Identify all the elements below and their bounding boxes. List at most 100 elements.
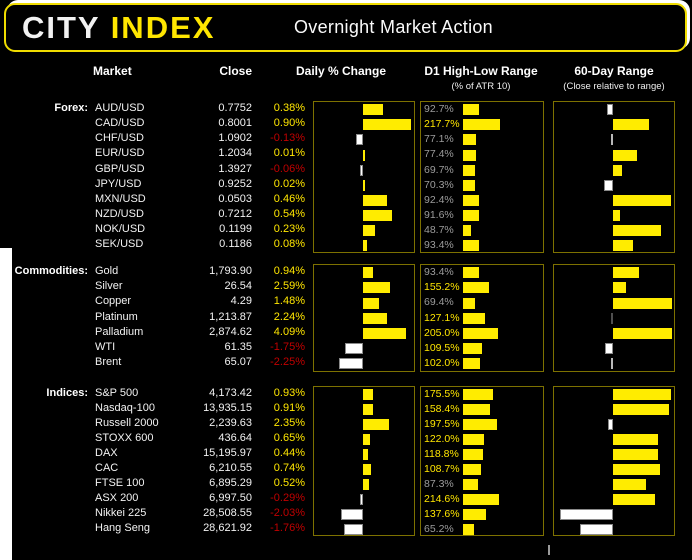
- daily-change-bar: [363, 389, 374, 400]
- market-name: Copper: [95, 295, 132, 308]
- d1-range-label: 93.4%: [424, 239, 454, 252]
- sixty-day-range-bar: [613, 225, 661, 237]
- sixty-day-range-bar: [604, 343, 613, 355]
- sixty-day-range-bar: [613, 210, 620, 222]
- daily-pct-value: 0.54%: [273, 208, 305, 221]
- table-row: CHF/USD 1.0902 -0.13%: [0, 131, 692, 146]
- commodities-60day-range-panel: [553, 264, 675, 372]
- daily-pct-value: 0.23%: [273, 223, 305, 236]
- d1-range-bar: [463, 282, 490, 294]
- market-name: CAD/USD: [95, 117, 145, 130]
- daily-pct-value: -0.06%: [270, 162, 305, 175]
- d1-range-label: 214.6%: [424, 493, 460, 505]
- daily-change-bar: [363, 419, 389, 430]
- close-value: 61.35: [224, 341, 252, 353]
- table-row: Nasdaq-100 13,935.15 0.91%: [0, 401, 692, 416]
- daily-pct-value: 0.94%: [273, 265, 305, 277]
- close-value: 1,213.87: [209, 310, 252, 323]
- daily-change-bar: [363, 149, 365, 161]
- d1-range-column-header: D1 High-Low Range: [424, 64, 538, 78]
- table-row: EUR/USD 1.2034 0.01%: [0, 146, 692, 161]
- sixty-day-range-bar: [613, 434, 658, 445]
- daily-pct-value: 2.24%: [273, 310, 305, 323]
- daily-change-bar: [363, 210, 392, 222]
- market-name: Platinum: [95, 310, 138, 323]
- market-name: GBP/USD: [95, 162, 145, 175]
- daily-change-bar: [363, 297, 379, 309]
- indices-daily-change-panel: [313, 386, 415, 536]
- d1-range-bar: [463, 104, 479, 116]
- daily-change-bar: [363, 449, 368, 460]
- forex-60day-range-panel: [553, 101, 675, 253]
- d1-range-bar: [463, 509, 487, 520]
- daily-pct-value: 1.48%: [273, 295, 305, 308]
- market-name: Palladium: [95, 325, 144, 338]
- market-name: MXN/USD: [95, 192, 146, 205]
- d1-range-bar: [463, 134, 477, 146]
- daily-change-column-header: Daily % Change: [295, 64, 387, 78]
- daily-pct-value: -2.25%: [270, 356, 305, 369]
- daily-change-bar: [340, 509, 363, 520]
- table-row: CAC 6,210.55 0.74%: [0, 461, 692, 476]
- d1-range-bar: [463, 389, 493, 400]
- table-row: CAD/USD 0.8001 0.90%: [0, 116, 692, 131]
- market-name: FTSE 100: [95, 477, 145, 489]
- close-value: 2,239.63: [209, 417, 252, 429]
- table-row: ASX 200 6,997.50 -0.29%: [0, 491, 692, 506]
- table-row: FTSE 100 6,895.29 0.52%: [0, 476, 692, 491]
- section-label: Forex:: [54, 102, 88, 114]
- d1-range-bar: [463, 119, 500, 131]
- market-name: Silver: [95, 280, 123, 293]
- table-row: Palladium 2,874.62 4.09%: [0, 325, 692, 340]
- sixty-day-range-bar: [613, 449, 658, 460]
- table-row: SEK/USD 0.1186 0.08%: [0, 237, 692, 252]
- d1-range-label: 158.4%: [424, 403, 460, 415]
- d1-range-label: 205.0%: [424, 326, 460, 339]
- market-name: DAX: [95, 447, 118, 459]
- daily-pct-value: 2.35%: [273, 417, 305, 429]
- daily-change-bar: [343, 524, 363, 535]
- table-row: Nikkei 225 28,508.55 -2.03%: [0, 506, 692, 521]
- table-row: Hang Seng 28,621.92 -1.76%: [0, 521, 692, 536]
- daily-pct-value: 0.02%: [273, 177, 305, 190]
- table-row: Commodities: Gold 1,793.90 0.94%: [0, 264, 692, 279]
- market-name: WTI: [95, 341, 116, 353]
- table-row: DAX 15,195.97 0.44%: [0, 446, 692, 461]
- d1-range-label: 48.7%: [424, 224, 454, 237]
- daily-pct-value: -1.75%: [270, 341, 305, 353]
- close-value: 0.1199: [219, 223, 252, 236]
- sixty-day-range-bar: [607, 419, 613, 430]
- daily-change-bar: [363, 225, 376, 237]
- daily-pct-value: 0.38%: [273, 102, 305, 114]
- close-value: 0.7212: [218, 208, 252, 221]
- sheet-edge-strip: [0, 248, 12, 560]
- market-name: CHF/USD: [95, 132, 144, 145]
- page-title: Overnight Market Action: [294, 17, 493, 37]
- daily-pct-value: -2.03%: [270, 507, 305, 519]
- table-row: MXN/USD 0.0503 0.46%: [0, 192, 692, 207]
- d1-range-label: 92.7%: [424, 103, 454, 115]
- d1-range-label: 91.6%: [424, 209, 454, 222]
- range-column-subheader: (Close relative to range): [563, 81, 665, 92]
- d1-range-bar: [463, 179, 475, 191]
- market-name: Nasdaq-100: [95, 402, 155, 414]
- d1-range-label: 197.5%: [424, 418, 460, 430]
- section-label: Commodities:: [14, 265, 88, 277]
- d1-range-bar: [463, 164, 475, 176]
- table-row: Copper 4.29 1.48%: [0, 294, 692, 309]
- close-value: 1.2034: [218, 147, 252, 160]
- market-name: EUR/USD: [95, 147, 145, 160]
- daily-change-bar: [363, 179, 365, 191]
- daily-pct-value: -1.76%: [270, 522, 305, 534]
- d1-range-bar: [463, 297, 475, 309]
- table-row: Russell 2000 2,239.63 2.35%: [0, 416, 692, 431]
- d1-range-label: 108.7%: [424, 463, 460, 475]
- d1-range-bar: [463, 149, 477, 161]
- close-value: 28,621.92: [203, 522, 252, 534]
- market-name: S&P 500: [95, 387, 139, 399]
- close-value: 1,793.90: [209, 265, 252, 277]
- d1-range-bar: [463, 419, 497, 430]
- sixty-day-range-bar: [607, 104, 613, 116]
- daily-pct-value: 0.08%: [273, 238, 305, 251]
- close-value: 6,210.55: [209, 462, 252, 474]
